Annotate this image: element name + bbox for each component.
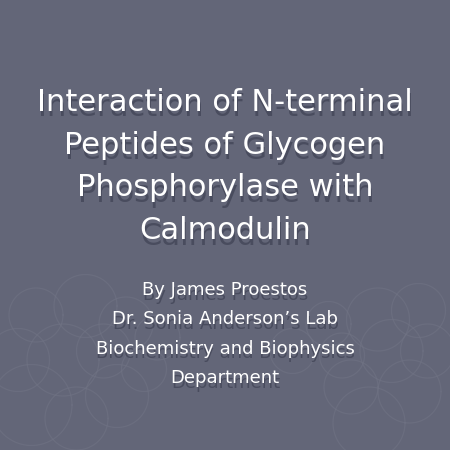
Text: Peptides of Glycogen: Peptides of Glycogen bbox=[64, 130, 386, 160]
Text: Phosphorylase with: Phosphorylase with bbox=[78, 179, 374, 208]
Text: Interaction of N-terminal: Interaction of N-terminal bbox=[38, 93, 414, 122]
Text: Interaction of N-terminal: Interaction of N-terminal bbox=[37, 88, 413, 117]
Text: By James Proestos: By James Proestos bbox=[143, 286, 309, 304]
Text: Department: Department bbox=[171, 369, 279, 387]
Text: Calmodulin: Calmodulin bbox=[139, 216, 311, 245]
Text: Calmodulin: Calmodulin bbox=[140, 221, 312, 251]
Text: Dr. Sonia Anderson’s Lab: Dr. Sonia Anderson’s Lab bbox=[112, 310, 338, 328]
Text: Biochemistry and Biophysics: Biochemistry and Biophysics bbox=[96, 344, 356, 362]
Text: Department: Department bbox=[171, 374, 280, 392]
Text: Phosphorylase with: Phosphorylase with bbox=[77, 173, 373, 202]
Text: Dr. Sonia Anderson’s Lab: Dr. Sonia Anderson’s Lab bbox=[113, 315, 339, 333]
Text: Biochemistry and Biophysics: Biochemistry and Biophysics bbox=[95, 340, 355, 358]
Text: Peptides of Glycogen: Peptides of Glycogen bbox=[65, 136, 387, 165]
Text: By James Proestos: By James Proestos bbox=[142, 281, 308, 299]
